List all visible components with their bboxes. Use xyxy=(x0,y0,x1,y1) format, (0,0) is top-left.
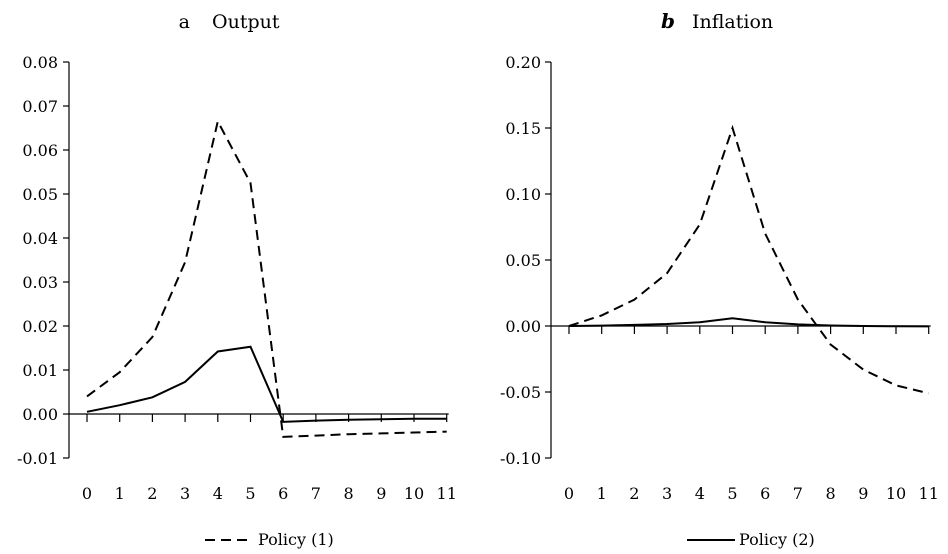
panel-b-x-tick-label: 5 xyxy=(727,484,737,503)
panel-b-x-tick-label: 2 xyxy=(629,484,639,503)
panel-a-series-policy-1-line xyxy=(86,118,447,438)
panel-a-x-tick-label: 5 xyxy=(245,484,255,503)
panel-b-x-tick-label: 6 xyxy=(760,484,770,503)
panel-a-x-tick-label: 3 xyxy=(180,484,190,503)
panel-b-title: Inflation xyxy=(692,11,773,33)
panel-a-x-tick-label: 4 xyxy=(213,484,223,503)
panel-a-y-tick-label: 0.01 xyxy=(22,361,58,380)
panel-a-y-tick-label: 0.03 xyxy=(22,273,58,292)
panel-b-x-tick-label: 0 xyxy=(564,484,574,503)
panel-a-x-tick-label: 2 xyxy=(147,484,157,503)
panel-a-y-tick-label: 0.06 xyxy=(22,141,58,160)
panel-b-y-tick-label: 0.10 xyxy=(505,185,541,204)
panel-b-x-tick-label: 3 xyxy=(662,484,672,503)
panel-a-axes: 0.08 0.07 0.06 0.05 0.04 0.03 0.02 0.01 0.00 -0.0… xyxy=(17,53,457,503)
legend-item-policy-2: Policy (2) xyxy=(687,530,815,549)
panel-b-y-tick-label: -0.05 xyxy=(500,383,541,402)
panel-a-y-tick-label: 0.04 xyxy=(22,229,58,248)
panel-b-x-tick-label: 9 xyxy=(858,484,868,503)
panel-output: a Output 0.080.070.060.050.040.030.020.0… xyxy=(17,11,457,503)
panel-a-y-tick-label: 0.08 xyxy=(22,53,58,72)
panel-a-x-tick-label: 9 xyxy=(376,484,386,503)
panel-b-axes: 0.20 0.15 0.10 0.05 0.00 -0.05 -0.10 0 1 2 3 4 5 6 7 8 9… xyxy=(500,53,939,503)
panel-a-series xyxy=(86,118,447,438)
panel-a-y-tick-label: 0.00 xyxy=(22,405,58,424)
legend-label-policy-1: Policy (1) xyxy=(258,530,334,549)
panel-a-letter: a xyxy=(179,11,190,33)
legend-item-policy-1: Policy (1) xyxy=(205,530,334,549)
panel-a-x-tick-label: 6 xyxy=(278,484,288,503)
panel-b-y-tick-label: 0.15 xyxy=(505,119,541,138)
legend: Policy (1) Policy (2) xyxy=(205,530,815,549)
panel-a-y-tick-label: 0.05 xyxy=(22,185,58,204)
panel-b-y-tick-label: 0.05 xyxy=(505,251,541,270)
panel-b-x-tick-label: 7 xyxy=(793,484,803,503)
panel-b-series-policy-2-line xyxy=(568,317,929,328)
panel-a-x-tick-label: 1 xyxy=(115,484,125,503)
panel-b-x-tick-label: 1 xyxy=(597,484,607,503)
panel-b-series-policy-1-line xyxy=(568,124,929,395)
panel-a-x-tick-label: 7 xyxy=(311,484,321,503)
panel-a-title: Output xyxy=(212,11,280,33)
panel-inflation: b Inflation 0.20 0.15 0.10 0.05 0.00 -0.05 -0.… xyxy=(500,9,939,503)
panel-b-x-tick-label: 4 xyxy=(695,484,705,503)
panel-a-x-tick-label: 8 xyxy=(344,484,354,503)
panel-b-y-tick-label: 0.20 xyxy=(505,53,541,72)
panel-b-x-tick-label: 11 xyxy=(919,484,939,503)
panel-a-y-tick-label: 0.07 xyxy=(22,97,58,116)
panel-b-y-tick-label: -0.10 xyxy=(500,449,541,468)
panel-a-series-policy-2-line xyxy=(86,345,447,423)
panel-a-y-tick-label: -0.01 xyxy=(17,449,58,468)
panel-a-x-tick-label: 11 xyxy=(437,484,457,503)
panel-a-x-tick-label: 10 xyxy=(404,484,424,503)
legend-label-policy-2: Policy (2) xyxy=(739,530,815,549)
panel-a-y-tick-label: 0.02 xyxy=(22,317,58,336)
panel-b-series xyxy=(568,124,929,395)
panel-b-x-tick-label: 8 xyxy=(826,484,836,503)
panel-b-y-tick-label: 0.00 xyxy=(505,317,541,336)
panel-a-x-tick-label: 0 xyxy=(82,484,92,503)
panel-b-letter: b xyxy=(661,9,675,33)
panel-b-x-tick-label: 10 xyxy=(886,484,906,503)
